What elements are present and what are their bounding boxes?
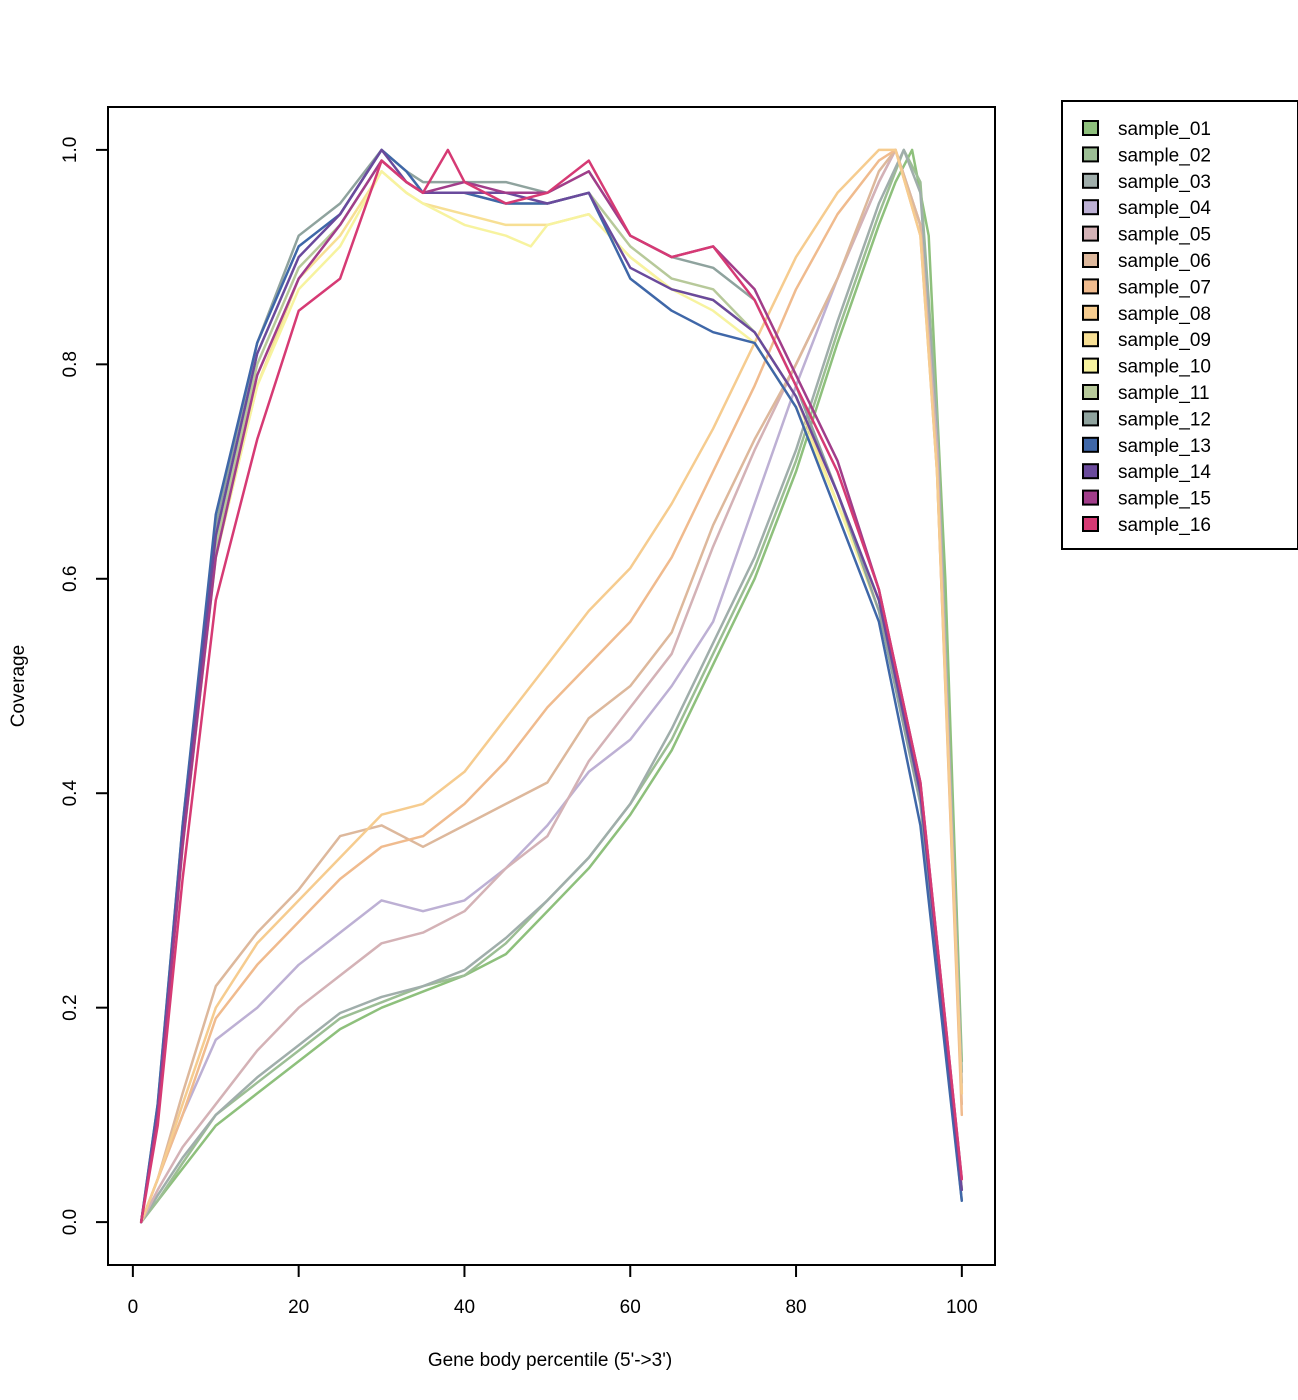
legend-label: sample_04 <box>1118 198 1211 219</box>
legend-label: sample_15 <box>1118 489 1211 510</box>
legend-item: sample_14 <box>1082 462 1211 483</box>
x-tick-label: 20 <box>288 1297 309 1318</box>
legend-label: sample_13 <box>1118 436 1211 457</box>
y-tick-label: 0.2 <box>60 994 81 1020</box>
legend-swatch <box>1082 199 1099 216</box>
legend-items: sample_01 sample_02 sample_03 sample_04samp… <box>1082 119 1211 536</box>
series-line-sample_15 <box>139 159 964 1224</box>
legend-item: sample_04 <box>1082 198 1211 219</box>
legend-swatch <box>1082 357 1099 374</box>
series-line-sample_12 <box>139 148 964 1224</box>
series-line-sample_05 <box>139 148 964 1224</box>
legend-swatch <box>1082 146 1099 163</box>
y-axis-label: Coverage <box>8 645 29 727</box>
legend-item: sample_11 <box>1082 383 1210 404</box>
legend-label: sample_09 <box>1118 330 1211 351</box>
legend-label: sample_16 <box>1118 515 1211 536</box>
legend-item: sample_05 <box>1082 225 1211 246</box>
y-tick-label: 1.0 <box>60 137 81 163</box>
legend-item: sample_08 <box>1082 304 1211 325</box>
series-layer <box>139 148 964 1224</box>
legend-item: sample_15 <box>1082 489 1211 510</box>
y-tick-label: 0.0 <box>60 1209 81 1235</box>
legend-label: sample_05 <box>1118 225 1211 246</box>
series-line-sample_01 <box>139 148 964 1224</box>
legend-swatch <box>1082 384 1099 400</box>
x-axis: 0 20 40 60 80 100 <box>128 1264 978 1318</box>
x-tick-label: 0 <box>128 1297 139 1318</box>
legend-swatch <box>1082 120 1099 136</box>
legend-item: sample_12 <box>1082 409 1211 430</box>
legend-swatch <box>1082 331 1099 348</box>
x-tick-label: 40 <box>454 1297 475 1318</box>
legend-swatch <box>1082 225 1099 242</box>
legend-label: sample_11 <box>1118 383 1210 404</box>
legend-item: sample_03 <box>1082 172 1211 193</box>
legend-box <box>1061 100 1298 550</box>
legend-label: sample_14 <box>1118 462 1211 483</box>
legend: sample_01 sample_02 sample_03 sample_04samp… <box>1061 100 1298 550</box>
legend-swatch <box>1082 463 1099 480</box>
series-line-sample_02 <box>139 148 964 1224</box>
y-tick-label: 0.6 <box>60 566 81 592</box>
legend-item: sample_02 <box>1082 145 1211 166</box>
series-line-sample_13 <box>139 148 964 1224</box>
y-tick-label: 0.4 <box>60 780 81 807</box>
legend-item: sample_07 <box>1082 277 1211 298</box>
series-line-sample_08 <box>139 148 964 1224</box>
x-tick-label: 100 <box>946 1297 978 1318</box>
legend-label: sample_02 <box>1118 145 1211 166</box>
x-tick-label: 60 <box>620 1297 641 1318</box>
legend-swatch <box>1082 436 1099 453</box>
series-line-sample_06 <box>139 148 964 1224</box>
legend-swatch <box>1082 278 1099 295</box>
legend-label: sample_10 <box>1118 357 1211 378</box>
series-line-sample_03 <box>139 148 964 1224</box>
legend-label: sample_03 <box>1118 172 1211 193</box>
legend-label: sample_06 <box>1118 251 1211 272</box>
legend-swatch <box>1082 304 1099 321</box>
x-tick-label: 80 <box>785 1297 806 1318</box>
legend-label: sample_01 <box>1118 119 1211 140</box>
series-line-sample_16 <box>139 148 964 1224</box>
legend-item: sample_06 <box>1082 251 1211 272</box>
legend-label: sample_08 <box>1118 304 1211 325</box>
legend-item: sample_01 <box>1082 119 1211 140</box>
legend-label: sample_12 <box>1118 409 1211 430</box>
x-axis-label: Gene body percentile (5'->3') <box>428 1350 672 1371</box>
legend-item: sample_16 <box>1082 515 1211 536</box>
y-axis: 0.0 0.2 0.4 0.6 0.8 1.0 <box>60 137 109 1235</box>
legend-label: sample_07 <box>1118 277 1211 298</box>
legend-swatch <box>1082 410 1099 427</box>
y-tick-label: 0.8 <box>60 351 81 377</box>
series-line-sample_14 <box>139 148 964 1224</box>
legend-swatch <box>1082 172 1099 189</box>
series-line-sample_04 <box>139 148 964 1224</box>
legend-swatch <box>1082 252 1099 268</box>
legend-swatch <box>1082 516 1099 532</box>
legend-item: sample_10 <box>1082 357 1211 378</box>
legend-item: sample_13 <box>1082 436 1211 457</box>
legend-swatch <box>1082 489 1099 506</box>
series-line-sample_07 <box>139 148 964 1224</box>
legend-item: sample_09 <box>1082 330 1211 351</box>
